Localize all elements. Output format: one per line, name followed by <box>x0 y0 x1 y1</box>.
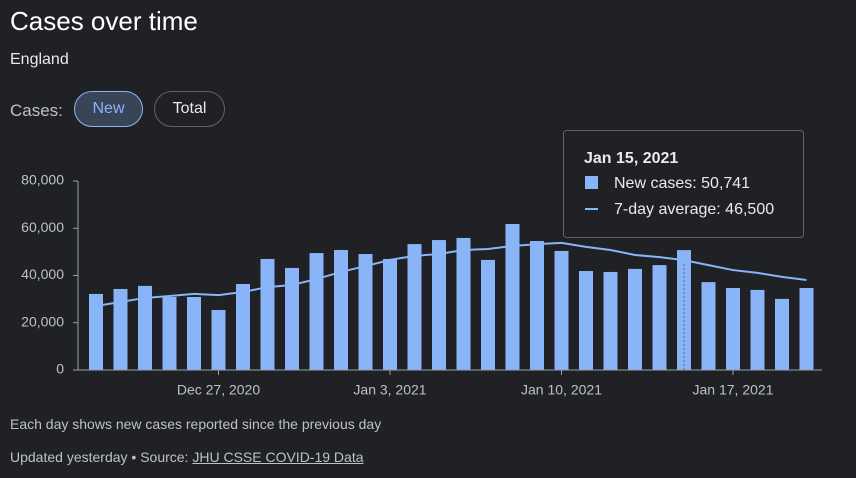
y-tick-label: 60,000 <box>21 219 64 235</box>
bar <box>162 296 177 370</box>
bar <box>579 271 593 370</box>
bar <box>334 249 348 370</box>
toggle-label: Cases: <box>10 101 63 120</box>
bar <box>285 267 299 370</box>
source-line: Updated yesterday • Source: JHU CSSE COV… <box>10 449 364 465</box>
bar <box>628 268 642 370</box>
x-tick-label: Jan 10, 2021 <box>521 382 602 398</box>
title: Cases over time <box>10 6 198 36</box>
footnote: Each day shows new cases reported since … <box>10 416 382 432</box>
bar <box>799 288 814 370</box>
bar <box>89 293 103 370</box>
bar <box>260 258 275 370</box>
bar <box>726 288 740 370</box>
tooltip-line: 7-day average: 46,500 <box>614 201 774 218</box>
bar <box>407 244 422 370</box>
bar <box>138 285 152 370</box>
bar <box>530 241 544 370</box>
bar <box>383 258 397 370</box>
average-line <box>95 241 807 307</box>
x-tick-label: Dec 27, 2020 <box>177 382 260 398</box>
bar <box>554 250 569 370</box>
bar <box>236 284 250 370</box>
tooltip-line: New cases: 50,741 <box>614 175 750 192</box>
bar <box>775 298 789 370</box>
bar <box>211 309 226 370</box>
tooltip-box <box>563 130 804 238</box>
bar <box>358 254 373 370</box>
bar <box>701 282 716 370</box>
bar <box>603 271 618 370</box>
y-tick-label: 20,000 <box>21 313 64 329</box>
x-tick-label: Jan 3, 2021 <box>353 382 426 398</box>
chart: 0 20,000 40,000 60,000 80,000 Dec 27, 2020 Jan… <box>21 130 822 398</box>
toggle-total[interactable]: Total <box>154 91 225 127</box>
tooltip-title: Jan 15, 2021 <box>584 150 678 167</box>
subtitle: England <box>10 51 69 68</box>
bar <box>432 240 446 370</box>
toggle-new[interactable]: New <box>74 91 143 127</box>
bar <box>750 289 765 370</box>
source-link[interactable]: JHU CSSE COVID-19 Data <box>192 449 364 465</box>
bar <box>481 259 495 370</box>
bar <box>456 237 471 370</box>
bar <box>187 296 201 370</box>
tooltip-bar-key <box>585 176 598 189</box>
y-tick-label: 80,000 <box>21 172 64 188</box>
y-tick-label: 40,000 <box>21 266 64 282</box>
bar <box>309 253 324 370</box>
x-tick-label: Jan 17, 2021 <box>693 382 774 398</box>
bar <box>113 288 128 370</box>
bar <box>652 265 667 370</box>
updated: Updated yesterday • Source: <box>10 449 193 465</box>
hover-point <box>680 256 688 265</box>
y-tick-label: 0 <box>56 361 64 377</box>
bar <box>505 223 520 370</box>
